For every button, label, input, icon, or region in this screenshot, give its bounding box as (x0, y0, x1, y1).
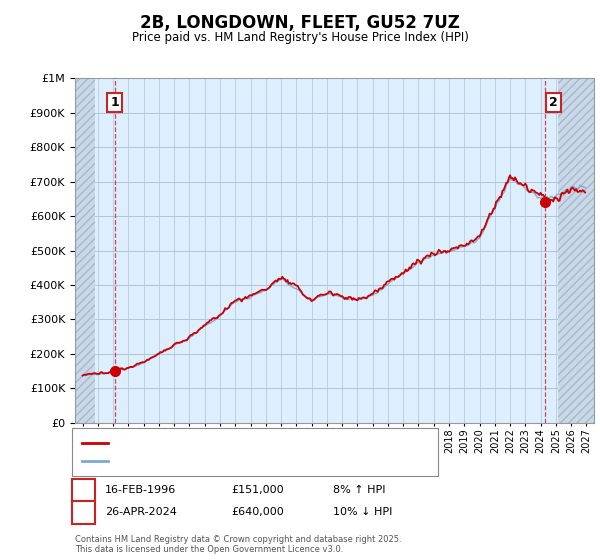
Text: 26-APR-2024: 26-APR-2024 (105, 507, 177, 517)
Text: £151,000: £151,000 (231, 485, 284, 495)
Text: 2: 2 (549, 96, 557, 109)
Text: 1: 1 (110, 96, 119, 109)
Text: 2: 2 (79, 506, 88, 519)
Text: £640,000: £640,000 (231, 507, 284, 517)
Text: Price paid vs. HM Land Registry's House Price Index (HPI): Price paid vs. HM Land Registry's House … (131, 31, 469, 44)
Text: 16-FEB-1996: 16-FEB-1996 (105, 485, 176, 495)
Text: Contains HM Land Registry data © Crown copyright and database right 2025.
This d: Contains HM Land Registry data © Crown c… (75, 535, 401, 554)
Text: 1: 1 (79, 483, 88, 497)
Bar (559, 78, 594, 423)
Text: 10% ↓ HPI: 10% ↓ HPI (333, 507, 392, 517)
Bar (75, 78, 95, 423)
Text: 2B, LONGDOWN, FLEET, GU52 7UZ (detached house): 2B, LONGDOWN, FLEET, GU52 7UZ (detached … (114, 438, 391, 448)
Text: HPI: Average price, detached house, Hart: HPI: Average price, detached house, Hart (114, 456, 329, 466)
Text: 2B, LONGDOWN, FLEET, GU52 7UZ: 2B, LONGDOWN, FLEET, GU52 7UZ (140, 14, 460, 32)
Text: 8% ↑ HPI: 8% ↑ HPI (333, 485, 386, 495)
